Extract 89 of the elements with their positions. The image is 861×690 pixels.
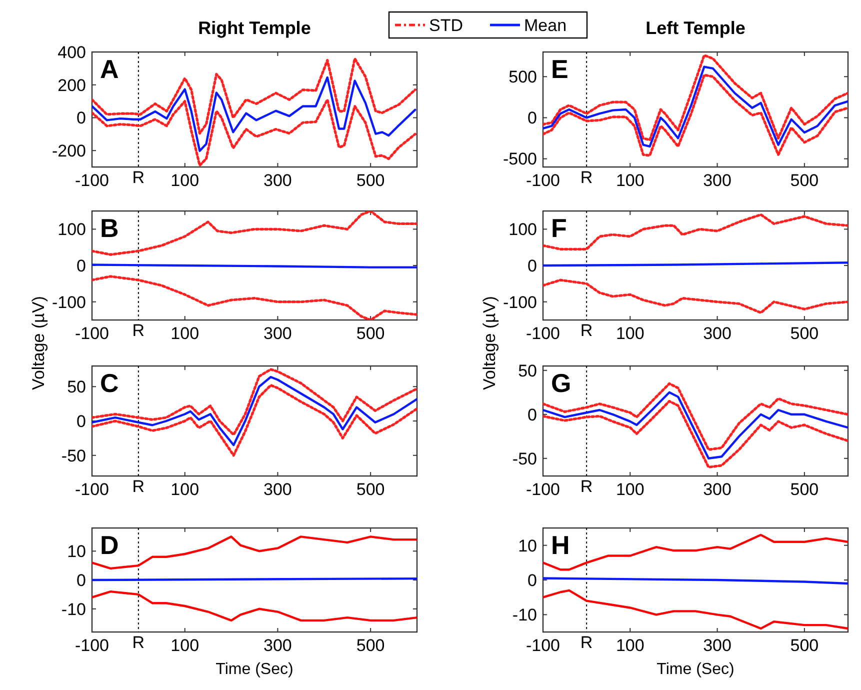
y-tick-label: 50 — [518, 361, 537, 380]
annotation: A — [100, 54, 119, 84]
x-tick-label: 300 — [703, 480, 732, 499]
line-series — [92, 98, 416, 167]
y-tick-label: -50 — [512, 449, 537, 468]
x-tick-label: 500 — [356, 171, 385, 190]
x-tick-label: 500 — [356, 480, 385, 499]
line-series — [92, 536, 417, 570]
y-tick-label: -200 — [52, 142, 86, 161]
y-tick-label: 500 — [508, 68, 537, 87]
y-tick-label: 0 — [528, 108, 537, 128]
annotation: D — [100, 530, 119, 560]
x-tick-label: 500 — [356, 636, 385, 655]
y-axis-title: Voltage (µV) — [480, 296, 499, 390]
y-tick-label: 0 — [76, 108, 86, 128]
x-tick-label: 300 — [264, 636, 292, 655]
legend-label: STD — [429, 16, 463, 35]
annotation: C — [100, 368, 119, 398]
line-series — [92, 368, 417, 436]
annotation: G — [551, 368, 572, 398]
line-series — [543, 589, 848, 630]
line-series — [92, 275, 417, 320]
line-series — [543, 400, 848, 468]
x-tick-label: 500 — [790, 324, 819, 343]
x-tick-label: 100 — [170, 171, 200, 190]
x-tick-label: 500 — [356, 324, 385, 343]
line-series — [543, 534, 848, 571]
ref-line-label: R — [580, 168, 593, 187]
x-tick-label: 100 — [170, 636, 200, 655]
y-axis-title: Voltage (µV) — [29, 296, 48, 390]
y-tick-label: -10 — [61, 600, 86, 619]
line-series — [543, 391, 848, 460]
x-tick-label: 100 — [616, 480, 644, 499]
x-tick-label: 100 — [616, 636, 644, 655]
x-tick-label: 300 — [703, 171, 732, 190]
line-series — [543, 278, 848, 314]
y-tick-label: 0 — [76, 256, 86, 276]
y-tick-label: -10 — [512, 606, 537, 625]
x-axis-title: Time (Sec) — [216, 661, 294, 678]
y-tick-label: 100 — [508, 220, 537, 240]
y-tick-label: 50 — [67, 378, 86, 397]
x-tick-label: 500 — [790, 480, 819, 499]
x-tick-label: 500 — [790, 171, 819, 190]
ref-line-label: R — [132, 633, 145, 652]
ref-line-label: R — [580, 477, 593, 496]
y-tick-label: 0 — [76, 570, 86, 590]
x-tick-label: 300 — [264, 324, 292, 343]
line-series — [92, 76, 416, 152]
y-tick-label: 10 — [67, 542, 86, 562]
line-series — [92, 57, 416, 135]
annotation: E — [551, 54, 568, 84]
x-tick-label: 300 — [264, 171, 292, 190]
y-tick-label: -500 — [502, 150, 537, 169]
y-tick-label: -50 — [61, 446, 86, 466]
line-series — [92, 590, 417, 622]
chart-title: Right Temple — [198, 18, 311, 38]
annotation: F — [551, 213, 567, 243]
line-series — [92, 376, 417, 446]
x-tick-label: 300 — [264, 480, 292, 499]
y-tick-label: 200 — [58, 76, 86, 95]
y-tick-label: -100 — [502, 292, 537, 312]
y-tick-label: -100 — [52, 292, 86, 312]
x-tick-label: 300 — [703, 636, 732, 655]
x-tick-label: 100 — [170, 324, 200, 343]
x-tick-label: 100 — [616, 171, 644, 190]
ref-line-label: R — [132, 477, 145, 496]
line-series — [543, 213, 848, 250]
annotation: H — [551, 530, 570, 560]
ref-line-label: R — [132, 321, 145, 340]
x-tick-label: 300 — [703, 324, 732, 343]
annotation: B — [100, 213, 119, 243]
y-tick-label: 10 — [518, 536, 537, 556]
legend-label: Mean — [524, 16, 567, 35]
x-tick-label: 100 — [616, 324, 644, 343]
x-tick-label: 500 — [790, 636, 819, 655]
x-axis-title: Time (Sec) — [656, 661, 734, 678]
line-series — [92, 211, 417, 256]
x-tick-label: 100 — [170, 480, 200, 499]
ref-line-label: R — [132, 168, 145, 187]
y-tick-label: 400 — [58, 42, 86, 62]
chart-title: Left Temple — [646, 18, 746, 38]
y-tick-label: 0 — [528, 256, 537, 276]
ref-line-label: R — [580, 321, 593, 340]
y-tick-label: 0 — [528, 405, 537, 424]
ref-line-label: R — [580, 633, 593, 652]
y-tick-label: 0 — [76, 412, 86, 431]
line-series — [543, 54, 848, 142]
y-tick-label: 100 — [58, 220, 86, 240]
y-tick-label: 0 — [528, 570, 537, 590]
